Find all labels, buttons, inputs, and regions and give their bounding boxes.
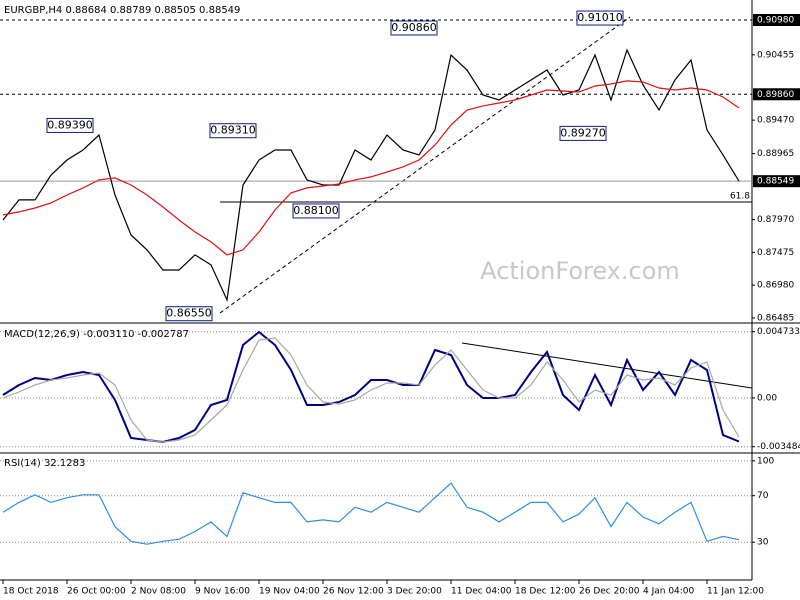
annotation: 0.86550 bbox=[165, 306, 213, 322]
x-tick-label: 9 Nov 16:00 bbox=[195, 587, 250, 597]
x-tick-label: 26 Oct 00:00 bbox=[67, 587, 126, 597]
y-tick-label: 0.87475 bbox=[757, 248, 794, 258]
level-box bbox=[753, 175, 800, 188]
level-label: 0.90980 bbox=[757, 16, 794, 26]
x-tick-label: 19 Nov 04:00 bbox=[259, 587, 320, 597]
y-tick-label: 0.88965 bbox=[757, 149, 794, 159]
x-tick-label: 26 Dec 20:00 bbox=[579, 587, 640, 597]
y-tick-label: 0.004733 bbox=[757, 327, 800, 337]
x-tick-label: 18 Dec 12:00 bbox=[515, 587, 576, 597]
annotation-label: 0.89310 bbox=[210, 124, 256, 137]
annotation: 0.89310 bbox=[209, 123, 257, 139]
annotation: 0.89270 bbox=[559, 125, 607, 141]
series-line bbox=[2, 330, 740, 444]
x-tick-label: 26 Nov 12:00 bbox=[323, 587, 384, 597]
panel-title: MACD(12,26,9) -0.003110 -0.002787 bbox=[4, 329, 189, 340]
annotation-label: 0.89270 bbox=[560, 126, 606, 139]
trend-line bbox=[219, 16, 631, 314]
level-box bbox=[753, 88, 800, 101]
annotation-box bbox=[559, 125, 607, 141]
annotation-box bbox=[165, 306, 213, 322]
watermark: ActionForex.com bbox=[480, 257, 680, 285]
annotation-label: 0.91010 bbox=[577, 11, 623, 24]
x-tick-label: 4 Jan 04:00 bbox=[643, 587, 695, 597]
annotation-box bbox=[292, 203, 340, 219]
x-tick-label: 11 Dec 04:00 bbox=[451, 587, 512, 597]
x-tick-label: 11 Jan 12:00 bbox=[707, 587, 764, 597]
annotation: 0.90860 bbox=[390, 20, 438, 36]
x-tick-label: 18 Oct 2018 bbox=[3, 587, 59, 597]
annotation-label: 0.89390 bbox=[47, 118, 93, 131]
annotation: 0.89390 bbox=[46, 117, 94, 133]
annotation-label: 0.86550 bbox=[166, 307, 212, 320]
y-tick-label: 0.86980 bbox=[757, 281, 794, 291]
x-tick-label: 2 Nov 08:00 bbox=[131, 587, 186, 597]
macd-trend-line bbox=[461, 342, 753, 389]
y-tick-label: 0.00 bbox=[757, 393, 777, 403]
y-tick-label: 100 bbox=[757, 456, 774, 466]
annotation-box bbox=[390, 20, 438, 36]
level-label: 0.89860 bbox=[757, 90, 794, 100]
level-label: 0.88549 bbox=[757, 177, 794, 187]
y-tick-label: 0.87970 bbox=[757, 215, 794, 225]
series-line bbox=[2, 337, 740, 443]
annotation-box bbox=[576, 10, 624, 26]
y-tick-label: 70 bbox=[757, 491, 769, 501]
series-line bbox=[2, 482, 740, 545]
x-tick-label: 3 Dec 20:00 bbox=[387, 587, 442, 597]
panel-title: EURGBP,H4 0.88684 0.88789 0.88505 0.8854… bbox=[4, 5, 240, 16]
y-tick-label: 0.86485 bbox=[757, 314, 794, 324]
fib-label: 61.8 bbox=[730, 191, 750, 201]
y-tick-label: 0.90455 bbox=[757, 50, 794, 60]
y-tick-label: -0.003484 bbox=[757, 442, 800, 452]
annotation-box bbox=[209, 123, 257, 139]
annotation-label: 0.90860 bbox=[391, 21, 437, 34]
annotation-box bbox=[46, 117, 94, 133]
annotation: 0.91010 bbox=[576, 10, 624, 26]
panel-title: RSI(14) 32.1283 bbox=[4, 458, 85, 469]
series-line bbox=[2, 80, 740, 256]
annotation-label: 0.88100 bbox=[293, 204, 339, 217]
y-tick-label: 0.89470 bbox=[757, 116, 794, 126]
annotation: 0.88100 bbox=[292, 203, 340, 219]
level-box bbox=[753, 14, 800, 27]
y-tick-label: 30 bbox=[757, 538, 769, 548]
